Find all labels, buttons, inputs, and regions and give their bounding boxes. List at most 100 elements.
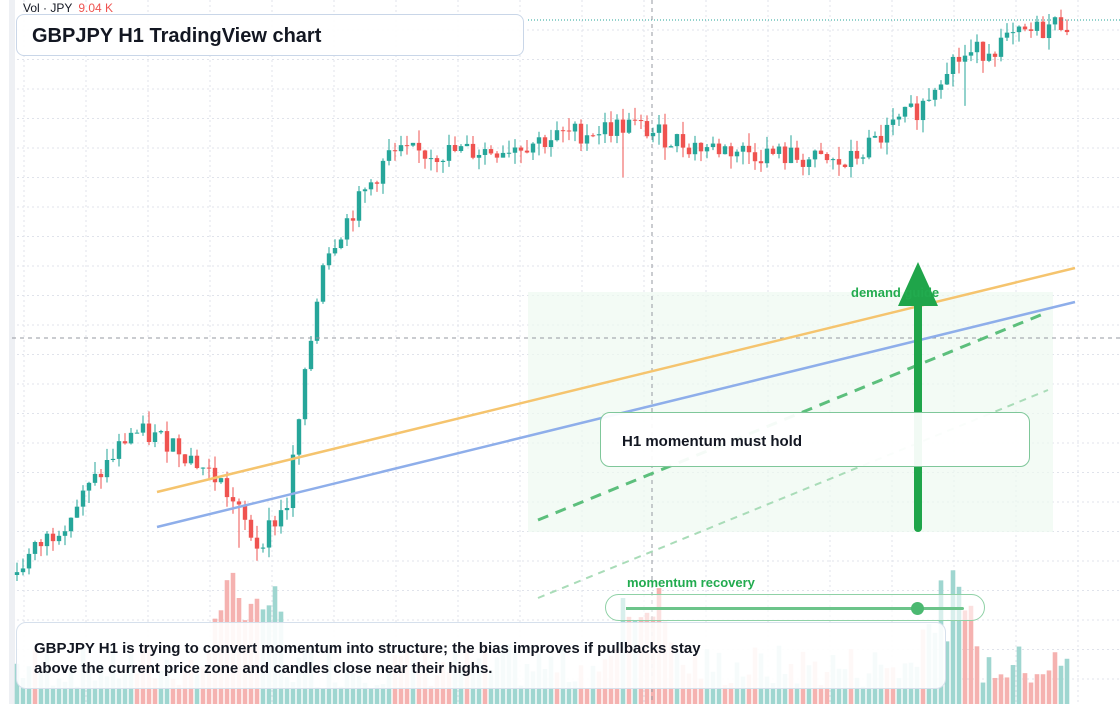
candle-body (194, 455, 200, 469)
candle-body (380, 160, 386, 184)
candle-body (98, 473, 104, 478)
candle-body (344, 218, 350, 240)
candle-body (992, 53, 998, 57)
volume-bar (428, 685, 434, 704)
candle-body (476, 154, 482, 158)
candle-body (818, 150, 824, 155)
candle-body (368, 182, 374, 190)
candle-body (410, 142, 416, 146)
candle-body (590, 135, 596, 137)
candle-body (122, 441, 128, 444)
demand-guide-label: demand guide (851, 285, 940, 300)
volume-bar (50, 685, 56, 704)
candle-body (734, 151, 740, 157)
candle-body (356, 191, 362, 221)
candle-body (740, 145, 746, 152)
candle-body (950, 56, 956, 74)
volume-bar (572, 681, 578, 704)
candle-body (986, 53, 992, 61)
volume-bar (896, 678, 902, 704)
volume-bar (1040, 674, 1046, 704)
candle-body (548, 140, 554, 148)
volume-bar (992, 677, 998, 704)
analysis-note-text: GBPJPY H1 is trying to convert momentum … (34, 640, 701, 677)
volume-bar (1010, 665, 1016, 704)
candle-body (554, 130, 560, 141)
volume-bar (122, 674, 128, 704)
volume-bar (356, 675, 362, 704)
slider-thumb[interactable] (910, 602, 924, 615)
candle-body (224, 478, 230, 498)
candle-body (110, 458, 116, 461)
candle-body (134, 432, 140, 434)
volume-bar (1022, 673, 1028, 704)
candle-body (968, 52, 974, 56)
volume-bar (1064, 658, 1070, 704)
candle-body (182, 454, 188, 464)
candle-body (1046, 24, 1052, 39)
volume-bar (62, 681, 68, 704)
candle-body (14, 572, 20, 575)
candle-body (506, 152, 512, 154)
title-card: GBPJPY H1 TradingView chart (16, 14, 524, 56)
volume-bar (584, 688, 590, 704)
candle-body (914, 103, 920, 121)
candle-body (86, 482, 92, 491)
candle-body (896, 116, 902, 120)
candle-body (1004, 32, 1010, 38)
momentum-recovery-slider[interactable] (605, 594, 985, 621)
candle-body (812, 150, 818, 160)
candle-body (440, 160, 446, 163)
candle-body (872, 135, 878, 138)
candle-body (26, 553, 32, 569)
volume-bar (368, 688, 374, 704)
candle-body (1016, 26, 1022, 33)
volume-bar (1028, 682, 1034, 704)
chart-title: GBPJPY H1 TradingView chart (32, 25, 322, 47)
candle-body (944, 73, 950, 85)
momentum-callout-text: H1 momentum must hold (622, 433, 803, 450)
volume-bar (746, 674, 752, 704)
candle-body (746, 145, 752, 153)
candle-body (860, 157, 866, 159)
volume-bar (332, 682, 338, 704)
volume-bar (818, 685, 824, 704)
volume-bar (92, 680, 98, 704)
candle-body (794, 147, 800, 160)
candle-body (92, 473, 98, 483)
volume-bar (986, 657, 992, 704)
candle-body (218, 478, 224, 483)
volume-bar (104, 676, 110, 704)
candle-body (230, 497, 236, 502)
candle-body (998, 37, 1004, 57)
volume-bar (116, 678, 122, 704)
candle-body (854, 150, 860, 159)
volume-bar (968, 605, 974, 704)
candle-body (248, 519, 254, 538)
analysis-note: GBPJPY H1 is trying to convert momentum … (16, 622, 946, 689)
candle-body (62, 531, 68, 536)
candle-body (44, 533, 50, 547)
volume-bar (194, 674, 200, 704)
candle-body (170, 438, 176, 452)
volume-value: 9.04 K (78, 1, 114, 15)
candle-body (656, 124, 662, 133)
candle-body (416, 142, 422, 151)
candle-body (602, 122, 608, 135)
candle-body (80, 490, 86, 507)
candle-body (704, 147, 710, 152)
candle-body (308, 340, 314, 370)
volume-bar (944, 641, 950, 704)
candle-body (782, 146, 788, 164)
candle-body (260, 547, 266, 549)
candle-body (104, 460, 110, 478)
volume-bar (518, 685, 524, 704)
volume-bar (980, 682, 986, 704)
volume-bar (956, 586, 962, 704)
candle-body (278, 510, 284, 527)
candle-body (572, 123, 578, 132)
candle-body (578, 123, 584, 144)
volume-bar (566, 682, 572, 704)
candle-body (446, 145, 452, 161)
volume-bar (320, 688, 326, 704)
